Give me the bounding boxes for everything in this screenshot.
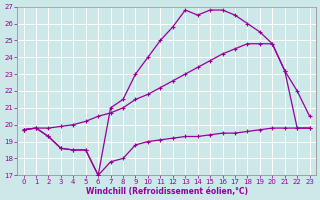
X-axis label: Windchill (Refroidissement éolien,°C): Windchill (Refroidissement éolien,°C) [85,187,248,196]
